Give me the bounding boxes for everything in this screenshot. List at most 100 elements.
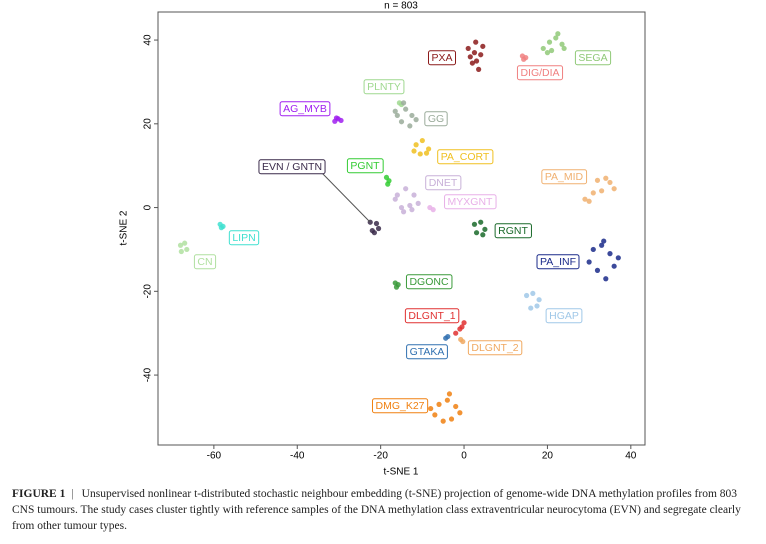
- point: [601, 238, 607, 244]
- point: [385, 181, 391, 187]
- caption: FIGURE 1 | Unsupervised nonlinear t-distri…: [12, 486, 752, 534]
- point: [607, 251, 613, 257]
- figure-separator: |: [71, 488, 74, 500]
- y-tick-label: 20: [143, 118, 154, 130]
- label-box: [404, 308, 460, 324]
- label-box: [494, 223, 532, 239]
- leader-line: [321, 172, 371, 223]
- y-tick-label: 0: [143, 204, 154, 210]
- point: [409, 112, 415, 119]
- point: [444, 397, 450, 403]
- point: [373, 220, 380, 227]
- point: [393, 284, 400, 290]
- point: [415, 200, 421, 206]
- point: [590, 246, 596, 253]
- point: [218, 225, 224, 231]
- point: [549, 47, 555, 54]
- point: [453, 330, 459, 336]
- label-box: [405, 274, 453, 290]
- point: [413, 142, 419, 148]
- point: [453, 403, 459, 410]
- label-box: [363, 79, 405, 95]
- point: [411, 148, 417, 154]
- chart: n = 803 t-SNE 1 t-SNE 2 -60 -40 -20 0 20 40 -4…: [119, 1, 646, 478]
- point: [428, 405, 434, 412]
- point: [473, 58, 480, 64]
- legend-label: GG: [428, 113, 444, 125]
- point: [594, 177, 601, 183]
- label-box: [346, 158, 384, 174]
- point: [590, 190, 596, 196]
- point: [544, 50, 551, 56]
- point: [403, 186, 409, 192]
- legend-label: CN: [197, 256, 212, 268]
- legend-label: PA_CORT: [441, 151, 490, 163]
- point: [467, 54, 473, 60]
- point: [392, 196, 398, 202]
- legend-label: LIPN: [232, 232, 255, 244]
- point: [446, 391, 453, 397]
- point: [599, 242, 605, 248]
- point: [400, 209, 407, 215]
- point: [603, 175, 609, 181]
- point: [559, 41, 565, 47]
- x-tick-label: -40: [290, 451, 305, 462]
- point: [540, 45, 546, 52]
- point: [478, 52, 484, 58]
- point: [182, 240, 188, 246]
- x-tick-label: 0: [461, 451, 467, 462]
- point: [426, 146, 432, 152]
- legend-label: DGONC: [409, 276, 449, 288]
- point: [436, 401, 442, 407]
- x-tick-label: 20: [542, 451, 554, 462]
- x-tick-label: -20: [373, 451, 388, 462]
- x-tick-label: -60: [207, 451, 222, 462]
- point: [611, 263, 617, 269]
- point: [371, 230, 377, 236]
- point: [473, 39, 479, 45]
- point: [607, 179, 613, 186]
- label-box: [574, 50, 612, 66]
- label-box: [279, 101, 331, 117]
- point: [471, 50, 478, 56]
- label-box: [541, 169, 588, 185]
- point: [457, 410, 463, 416]
- point: [394, 192, 400, 198]
- point: [461, 320, 467, 326]
- legend-label: MYXGNT: [448, 196, 494, 208]
- point: [603, 276, 609, 282]
- label-box: [467, 340, 523, 356]
- point: [177, 242, 184, 248]
- point: [440, 418, 446, 424]
- point: [476, 66, 482, 72]
- point: [445, 333, 451, 340]
- legend-label: PA_MID: [545, 171, 584, 183]
- label-box: [444, 194, 497, 210]
- point: [178, 248, 184, 255]
- point: [480, 232, 486, 238]
- point: [586, 198, 592, 204]
- label-box: [427, 50, 457, 66]
- point: [430, 207, 436, 213]
- point: [417, 151, 423, 157]
- point: [398, 204, 405, 211]
- point: [546, 39, 553, 45]
- point: [398, 119, 405, 125]
- point: [400, 100, 407, 106]
- point: [333, 115, 340, 121]
- point: [409, 207, 415, 213]
- figure-label: FIGURE 1: [12, 488, 66, 500]
- point: [482, 226, 488, 232]
- point: [411, 192, 417, 198]
- x-tick-label: 40: [625, 451, 637, 462]
- label-box: [228, 230, 260, 246]
- point: [582, 196, 588, 202]
- point: [480, 43, 486, 49]
- point: [419, 137, 425, 144]
- plot-frame: [157, 11, 646, 446]
- point: [473, 230, 480, 236]
- label-box: [545, 308, 583, 324]
- point: [528, 305, 534, 311]
- legend-label: AG_MYB: [283, 103, 327, 115]
